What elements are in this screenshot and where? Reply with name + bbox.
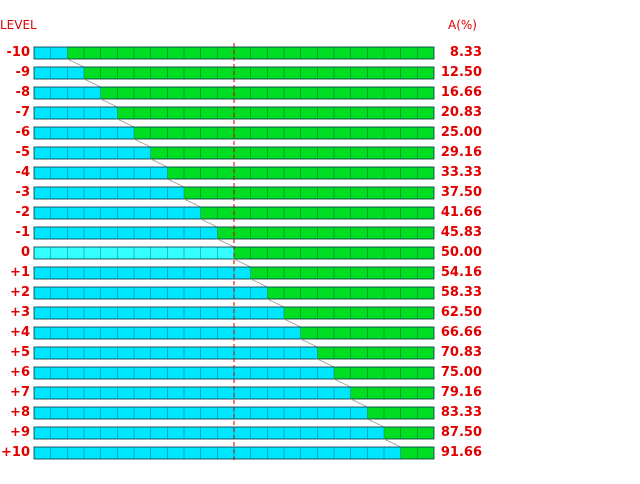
a-percent-value: 50.00 [440,245,482,260]
a-percent-value: 8.33 [449,45,482,60]
level-label: +7 [10,385,30,400]
a-percent-value: 75.00 [440,365,482,380]
level-column-header: LEVEL [0,18,37,32]
a-percent-value: 12.50 [440,65,482,80]
level-label: +6 [10,365,30,380]
a-percent-value: 16.66 [440,85,482,100]
level-label: +3 [10,305,30,320]
a-percent-value: 33.33 [440,165,482,180]
a-percent-value: 41.66 [440,205,482,220]
a-percent-value: 62.50 [440,305,482,320]
slant-connector [167,178,185,188]
bar-cyan-segment [34,147,151,159]
level-label: +1 [10,265,30,280]
level-label: +2 [10,285,30,300]
level-label: -4 [15,165,30,180]
level-label: +4 [10,325,30,340]
level-label: +10 [1,445,30,460]
level-label: -9 [15,65,30,80]
slant-connector [183,198,201,208]
level-label: 0 [20,245,30,260]
bar-cyan-segment [34,427,384,439]
slant-connector [117,118,135,128]
slant-connector [367,418,385,428]
a-percent-value: 58.33 [440,285,482,300]
level-label: +9 [10,425,30,440]
a-percent-value: 25.00 [440,125,482,140]
slant-connector [100,98,118,108]
slant-connector [300,338,318,348]
level-label: -5 [15,145,30,160]
a-percent-value: 70.83 [440,345,482,360]
bar-green-segment [184,187,434,199]
a-percent-column-header: A(%) [448,18,477,32]
slant-connector [383,438,401,448]
a-percent-value: 54.16 [440,265,482,280]
slant-connector [233,258,251,268]
slant-connector [150,158,168,168]
bar-cyan-segment [34,227,218,239]
slant-connector [350,398,368,408]
bar-green-segment [250,267,434,279]
a-percent-value: 45.83 [440,225,482,240]
bar-green-segment [284,307,434,319]
bar-cyan-segment [34,307,284,319]
bar-green-segment [217,227,434,239]
a-percent-value: 20.83 [440,105,482,120]
bar-green-segment [317,347,434,359]
bar-cyan-segment [34,67,84,79]
a-percent-value: 91.66 [440,445,482,460]
bar-cyan-segment [34,107,118,119]
slant-connector [250,278,268,288]
level-label: -3 [15,185,30,200]
level-label: +8 [10,405,30,420]
bar-green-segment [84,67,434,79]
bar-cyan-segment [34,267,251,279]
slant-connector [333,378,351,388]
bar-cyan-segment [34,187,184,199]
slant-connector [283,318,301,328]
a-percent-value: 37.50 [440,185,482,200]
a-percent-value: 83.33 [440,405,482,420]
level-label: -8 [15,85,30,100]
level-label: -1 [15,225,30,240]
slant-connector [317,358,335,368]
level-label: -2 [15,205,30,220]
slant-connector [133,138,151,148]
a-percent-value: 29.16 [440,145,482,160]
a-percent-value: 87.50 [440,425,482,440]
slant-connector [217,238,235,248]
slant-connector [200,218,218,228]
bar-cyan-segment [34,347,318,359]
slant-connector [83,78,101,88]
level-label: -6 [15,125,30,140]
a-percent-value: 79.16 [440,385,482,400]
bar-green-segment [350,387,434,399]
slant-connector [267,298,285,308]
level-label: -10 [6,45,31,60]
a-percent-value: 66.66 [440,325,482,340]
bar-green-segment [117,107,434,119]
level-label: +5 [10,345,30,360]
bar-green-segment [150,147,434,159]
level-label: -7 [15,105,30,120]
slant-connector [67,58,85,68]
bar-green-segment [384,427,434,439]
bar-cyan-segment [34,387,351,399]
